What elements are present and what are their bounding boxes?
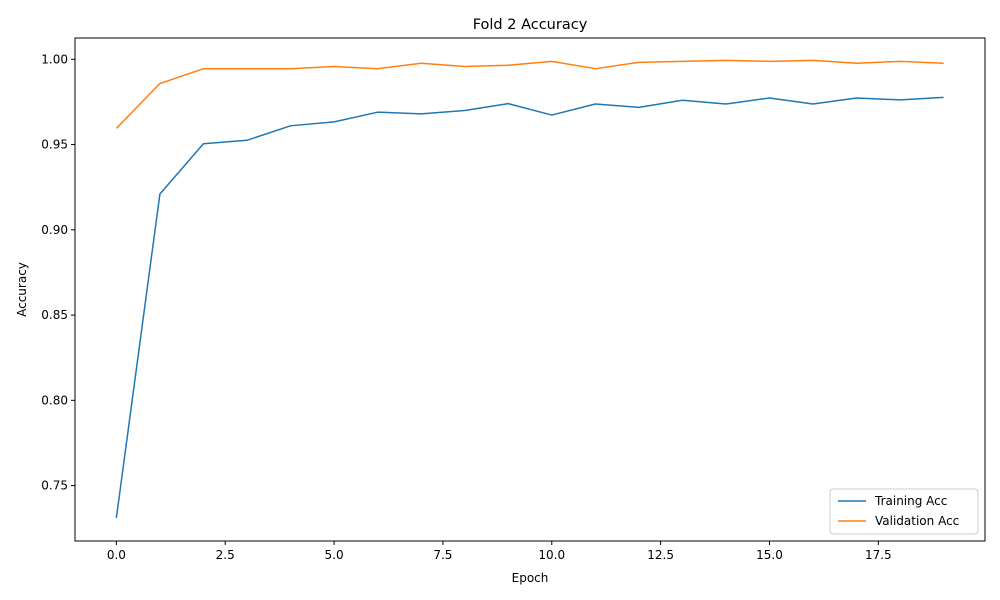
legend-label-training-acc: Training Acc [874,494,947,508]
x-tick-label: 10.0 [538,548,565,562]
y-tick-label: 0.85 [41,308,68,322]
legend-box [829,488,979,535]
series-line-training-acc [115,96,944,519]
legend-label-validation-acc: Validation Acc [875,514,959,528]
x-tick-label: 0.0 [107,548,126,562]
x-tick-label: 12.5 [647,548,674,562]
x-axis-label: Epoch [512,571,549,585]
y-tick-label: 0.80 [41,393,68,407]
y-axis-label: Accuracy [15,262,29,317]
x-tick-label: 7.5 [433,548,452,562]
y-tick-label: 0.95 [41,138,68,152]
x-tick-label: 5.0 [325,548,344,562]
y-tick-label: 0.75 [41,479,68,493]
y-tick-label: 1.00 [41,52,68,66]
x-tick-label: 2.5 [216,548,235,562]
series-lines [115,59,944,519]
y-tick-label: 0.90 [41,223,68,237]
legend: Training Acc Validation Acc [829,488,979,535]
x-tick-label: 17.5 [865,548,892,562]
plot-frame [74,37,986,542]
chart-title: Fold 2 Accuracy [473,17,588,33]
x-tick-label: 15.0 [756,548,783,562]
y-axis: 0.75 0.80 0.85 0.90 0.95 1.00 [41,52,75,493]
series-line-validation-acc [115,59,944,129]
x-axis: 0.0 2.5 5.0 7.5 10.0 12.5 15.0 17.5 [107,541,892,562]
